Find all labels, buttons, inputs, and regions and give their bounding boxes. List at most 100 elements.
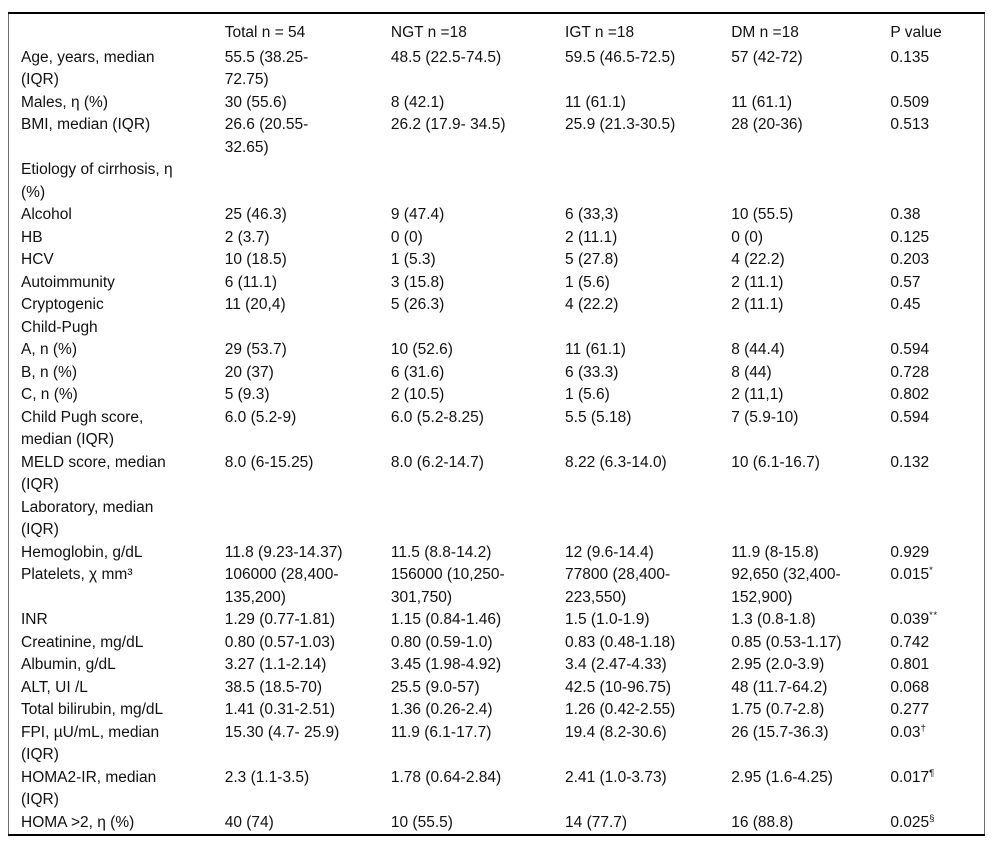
value-cell: 26.6 (20.55- 32.65) [224, 116, 309, 156]
p-value-cell: 0.38 [890, 206, 921, 223]
value-cell: 5 (9.3) [224, 386, 270, 403]
value-cell: 92,650 (32,400- 152,900) [731, 566, 841, 606]
value-cell: 1.78 (0.64-2.84) [390, 768, 502, 786]
value-cell: 2 (3.7) [224, 228, 270, 246]
table-row: Hemoglobin, g/dL 11.8 (9.23-14.37) 11.5 (8… [9, 542, 985, 565]
value-cell: 3.27 (1.1-2.14) [224, 656, 327, 673]
value-cell: 10 (52.6) [390, 341, 453, 358]
table-row: B, n (%) 20 (37) 6 (31.6) 6 (33.3) 8 (44) 0.7… [9, 362, 985, 385]
row-label: Autoimmunity [21, 273, 115, 291]
table-row: Creatinine, mg/dL 0.80 (0.57-1.03) 0.80 (0… [9, 632, 985, 655]
value-cell: 6.0 (5.2-8.25) [390, 408, 484, 426]
value-cell: 8 (42.1) [390, 93, 445, 111]
value-cell: 6.0 (5.2-9) [224, 408, 297, 426]
significance-marker: ** [929, 609, 938, 621]
p-value-cell: 0.728 [890, 363, 930, 381]
column-header-dm: DM n =18 [731, 24, 799, 41]
row-label: Total bilirubin, mg/dL [21, 701, 164, 718]
value-cell [731, 317, 890, 340]
table-row: Etiology of cirrhosis, η (%) [9, 159, 985, 204]
table-header: Total n = 54 NGT n =18 IGT n =18 DM n =1… [9, 13, 985, 47]
value-cell: 42.5 (10-96.75) [565, 678, 672, 696]
value-cell: 3.45 (1.98-4.92) [390, 656, 502, 673]
value-cell: 4 (22.2) [565, 296, 619, 313]
baseline-characteristics-table: Total n = 54 NGT n =18 IGT n =18 DM n =1… [8, 12, 985, 836]
row-label: ALT, UI /L [21, 678, 88, 696]
value-cell: 6 (33.3) [565, 363, 619, 381]
value-cell: 2 (11.1) [565, 228, 618, 246]
column-header-igt: IGT n =18 [565, 24, 635, 41]
p-value-cell: 0.929 [890, 543, 930, 561]
value-cell [391, 497, 565, 542]
p-value-cell: 0.068 [890, 678, 930, 696]
value-cell: 8 (44.4) [731, 341, 785, 358]
value-cell: 2 (11.1) [731, 296, 784, 313]
value-cell [225, 317, 391, 340]
table-row: Age, years, median (IQR) 55.5 (38.25- 72.… [9, 47, 985, 92]
value-cell: 1.36 (0.26-2.4) [390, 701, 493, 718]
value-cell: 26.2 (17.9- 34.5) [390, 116, 506, 133]
p-value-cell: 0.017¶ [890, 767, 935, 786]
row-label: B, n (%) [21, 363, 77, 381]
row-label: Creatinine, mg/dL [21, 633, 144, 651]
value-cell: 11 (61.1) [731, 93, 793, 111]
p-value-cell [890, 317, 984, 340]
value-cell [225, 497, 391, 542]
table-row: HOMA >2, η (%) 40 (74) 10 (55.5) 14 (77.7) 1… [9, 812, 985, 836]
table-row: ALT, UI /L 38.5 (18.5-70) 25.5 (9.0-57) 42.… [9, 677, 985, 700]
row-label: Age, years, median (IQR) [21, 48, 155, 89]
p-value-cell: 0.802 [890, 386, 930, 403]
value-cell: 11 (61.1) [565, 93, 626, 111]
value-cell: 1.41 (0.31-2.51) [224, 701, 336, 718]
column-header-ngt: NGT n =18 [390, 24, 467, 41]
value-cell: 28 (20-36) [731, 116, 803, 133]
value-cell: 1.26 (0.42-2.55) [565, 701, 676, 718]
value-cell: 48.5 (22.5-74.5) [390, 48, 502, 66]
value-cell: 2.3 (1.1-3.5) [224, 768, 310, 786]
table-row: INR 1.29 (0.77-1.81) 1.15 (0.84-1.46) 1.5 (… [9, 609, 985, 632]
p-value-cell: 0.039** [890, 609, 938, 628]
significance-marker: § [929, 812, 935, 824]
value-cell: 25 (46.3) [224, 206, 287, 223]
table-row: HOMA2-IR, median (IQR) 2.3 (1.1-3.5) 1.78 … [9, 767, 985, 812]
significance-marker: * [929, 564, 934, 576]
p-value-cell: 0.03† [890, 722, 927, 741]
value-cell: 2.41 (1.0-3.73) [565, 768, 667, 786]
value-cell [565, 497, 731, 542]
row-label: MELD score, median (IQR) [21, 453, 166, 494]
value-cell: 9 (47.4) [390, 206, 445, 223]
value-cell [225, 159, 391, 204]
value-cell: 3 (15.8) [390, 273, 445, 291]
value-cell: 5 (27.8) [565, 251, 619, 268]
value-cell: 106000 (28,400- 135,200) [224, 566, 339, 606]
table-row: Males, η (%) 30 (55.6) 8 (42.1) 11 (61.1) 11… [9, 92, 985, 115]
row-label: HOMA2-IR, median (IQR) [21, 768, 157, 809]
value-cell: 25.5 (9.0-57) [390, 678, 480, 696]
p-value-cell: 0.513 [890, 116, 930, 133]
significance-marker: ¶ [929, 767, 935, 779]
header-row: Total n = 54 NGT n =18 IGT n =18 DM n =1… [9, 13, 985, 47]
table-row: Albumin, g/dL 3.27 (1.1-2.14) 3.45 (1.98-4… [9, 654, 985, 677]
row-label: Platelets, χ mm³ [21, 566, 133, 583]
row-label: HOMA >2, η (%) [21, 813, 135, 831]
row-label: Child Pugh score, median (IQR) [21, 408, 144, 449]
value-cell: 11.5 (8.8-14.2) [390, 543, 492, 561]
table-body: Age, years, median (IQR) 55.5 (38.25- 72.… [9, 47, 985, 836]
value-cell: 57 (42-72) [731, 48, 803, 66]
p-value-cell: 0.801 [890, 656, 930, 673]
value-cell: 30 (55.6) [224, 93, 287, 111]
value-cell: 26 (15.7-36.3) [731, 723, 829, 741]
p-value-cell [890, 159, 984, 204]
value-cell: 19.4 (8.2-30.6) [565, 723, 667, 741]
row-label: HB [21, 228, 43, 246]
table-row: Platelets, χ mm³ 106000 (28,400- 135,200)… [9, 564, 985, 609]
value-cell: 55.5 (38.25- 72.75) [224, 48, 309, 89]
value-cell [731, 159, 890, 204]
row-label: HCV [21, 251, 54, 268]
value-cell: 11.9 (6.1-17.7) [390, 723, 492, 741]
value-cell: 0 (0) [390, 228, 423, 246]
p-value-cell: 0.125 [890, 228, 930, 246]
value-cell: 11.8 (9.23-14.37) [224, 543, 343, 561]
table-row: Autoimmunity 6 (11.1) 3 (15.8) 1 (5.6) 2 (11… [9, 272, 985, 295]
